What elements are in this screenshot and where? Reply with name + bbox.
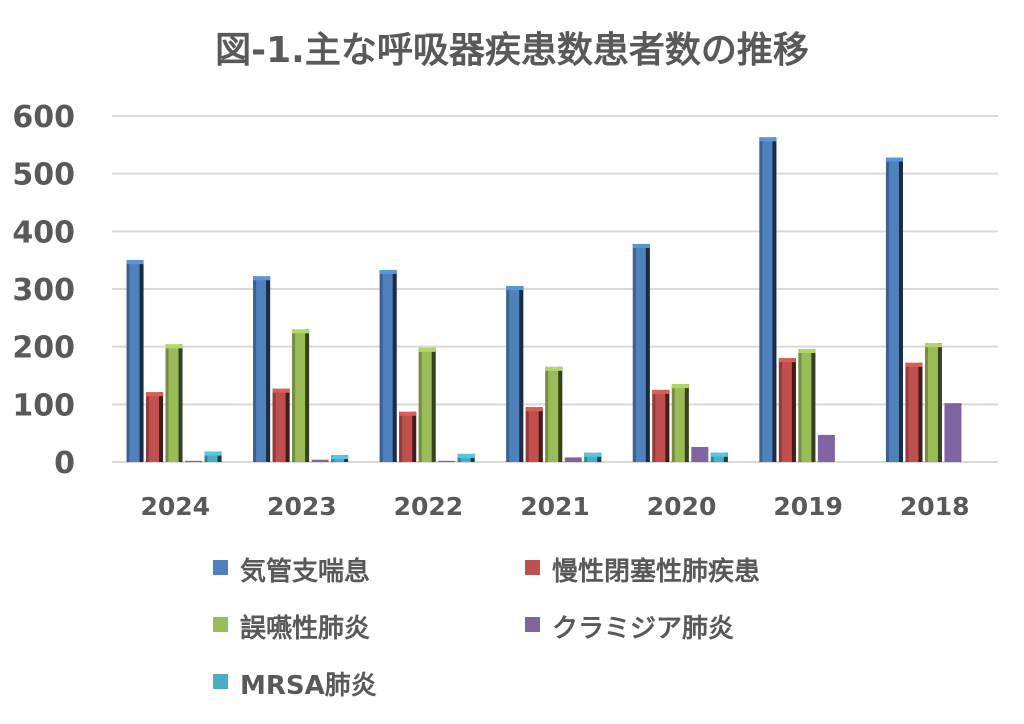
legend-swatch: [525, 560, 540, 575]
legend-item: MRSA肺炎: [213, 671, 377, 701]
bar: [632, 244, 650, 462]
legend-label: 慢性閉塞性肺疾患: [552, 556, 760, 587]
x-tick-label: 2019: [773, 492, 843, 521]
legend-label: クラミジア肺炎: [552, 614, 734, 644]
bar: [165, 344, 183, 462]
x-tick-label: 2024: [140, 492, 210, 521]
y-tick-label: 600: [12, 100, 75, 135]
y-tick-label: 400: [12, 215, 75, 250]
y-tick-label: 500: [12, 158, 75, 193]
legend-swatch: [525, 617, 540, 632]
bar: [778, 358, 796, 462]
chart-title: 図-1.主な呼吸器疾患数患者数の推移: [215, 30, 809, 71]
x-tick-label: 2023: [267, 492, 337, 521]
bar: [311, 459, 329, 462]
bar: [944, 403, 962, 462]
legend-swatch: [213, 674, 228, 689]
bar: [525, 407, 543, 462]
bar: [885, 157, 903, 462]
bar: [418, 347, 436, 462]
bar: [545, 366, 563, 462]
legend-label: 気管支喘息: [240, 556, 370, 587]
bar: [924, 343, 942, 462]
bar: [146, 392, 164, 462]
bar: [438, 460, 456, 462]
bar: [798, 348, 816, 462]
x-tick-label: 2022: [394, 492, 464, 521]
x-tick-label: 2018: [900, 492, 970, 521]
y-tick-label: 100: [12, 388, 75, 423]
bar: [204, 451, 222, 462]
bar: [564, 457, 582, 462]
legend-label: 誤嚥性肺炎: [240, 613, 370, 644]
legend-item: 慢性閉塞性肺疾患: [525, 556, 760, 587]
bar: [272, 388, 290, 462]
x-tick-label: 2021: [520, 492, 590, 521]
bar: [691, 447, 709, 462]
legend-swatch: [213, 560, 228, 575]
bar: [584, 452, 602, 462]
bar: [379, 269, 397, 462]
legend-item: クラミジア肺炎: [525, 614, 734, 644]
bar: [710, 452, 728, 462]
bar: [457, 453, 475, 462]
y-tick-label: 0: [54, 446, 75, 481]
bar: [671, 384, 689, 462]
bar: [399, 411, 417, 462]
bar: [126, 260, 144, 462]
x-tick-label: 2020: [647, 492, 717, 521]
bar: [331, 455, 349, 462]
legend-item: 誤嚥性肺炎: [213, 613, 370, 644]
bar: [253, 276, 271, 462]
bar: [905, 362, 923, 462]
bar: [759, 137, 777, 462]
legend-swatch: [213, 617, 228, 632]
bar: [185, 460, 203, 462]
legend-label: MRSA肺炎: [240, 671, 377, 701]
bar: [652, 389, 670, 462]
y-tick-label: 200: [12, 331, 75, 366]
bar: [506, 286, 524, 462]
bar: [292, 329, 310, 462]
bar: [817, 434, 835, 462]
y-tick-label: 300: [12, 273, 75, 308]
legend-item: 気管支喘息: [213, 556, 370, 587]
